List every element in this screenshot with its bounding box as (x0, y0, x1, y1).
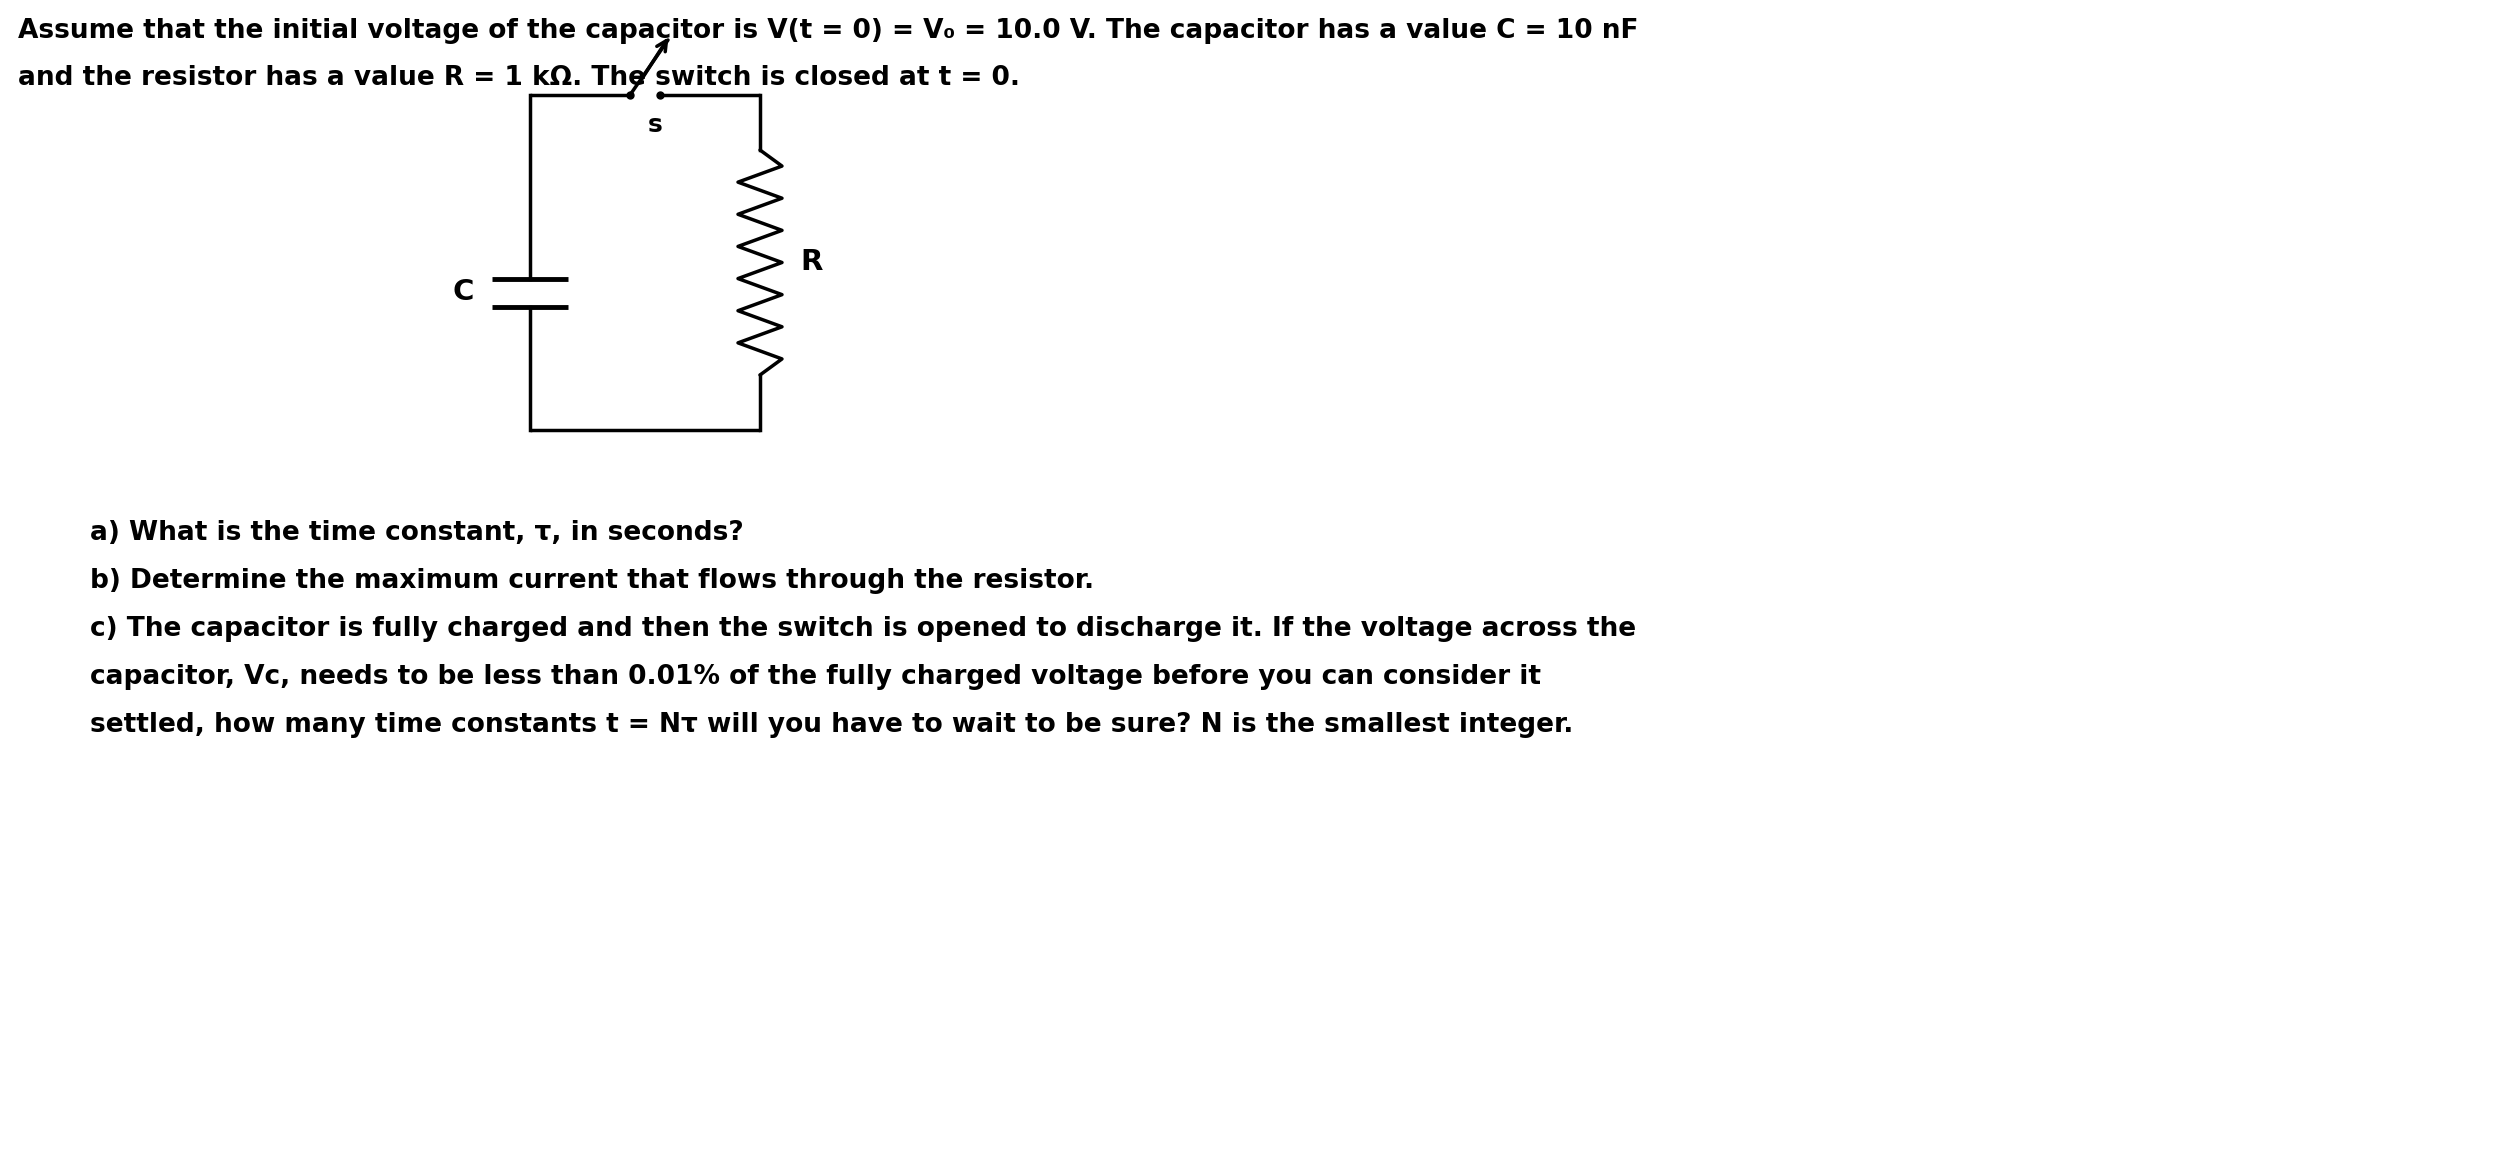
Text: R: R (800, 249, 822, 276)
Text: b) Determine the maximum current that flows through the resistor.: b) Determine the maximum current that fl… (90, 568, 1095, 594)
Text: a) What is the time constant, τ, in seconds?: a) What is the time constant, τ, in seco… (90, 520, 745, 546)
Text: s: s (648, 113, 662, 137)
Text: Assume that the initial voltage of the capacitor is V(t = 0) = V₀ = 10.0 V. The : Assume that the initial voltage of the c… (18, 18, 1638, 44)
Text: capacitor, Vᴄ, needs to be less than 0.01% of the fully charged voltage before y: capacitor, Vᴄ, needs to be less than 0.0… (90, 664, 1540, 690)
Text: C: C (452, 279, 475, 306)
Text: c) The capacitor is fully charged and then the switch is opened to discharge it.: c) The capacitor is fully charged and th… (90, 616, 1635, 642)
Text: settled, how many time constants t = Nτ will you have to wait to be sure? N is t: settled, how many time constants t = Nτ … (90, 712, 1572, 738)
Text: and the resistor has a value R = 1 kΩ. The switch is closed at t = 0.: and the resistor has a value R = 1 kΩ. T… (18, 65, 1020, 91)
